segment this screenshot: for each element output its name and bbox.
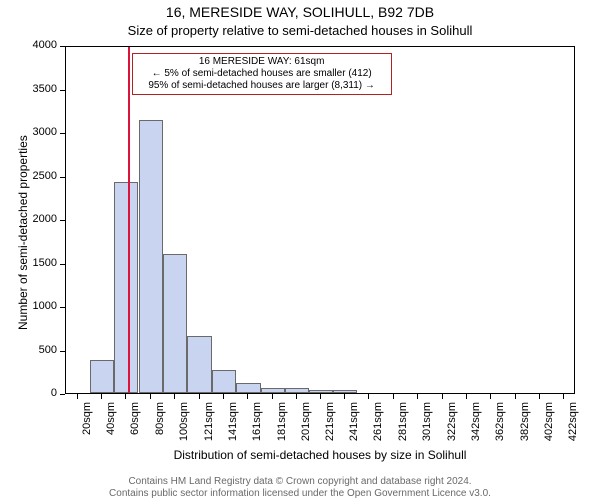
xtick-mark	[490, 394, 491, 399]
xtick-label: 322sqm	[446, 402, 458, 448]
xtick-mark	[393, 394, 394, 399]
xtick-mark	[515, 394, 516, 399]
xtick-mark	[320, 394, 321, 399]
ytick-mark	[60, 264, 65, 265]
title: Size of property relative to semi-detach…	[0, 23, 600, 39]
xtick-mark	[368, 394, 369, 399]
annotation-line: 95% of semi-detached houses are larger (…	[137, 80, 387, 92]
xtick-mark	[272, 394, 273, 399]
xtick-label: 80sqm	[154, 402, 166, 448]
histogram-bar	[90, 360, 114, 393]
plot-area: 16 MERESIDE WAY: 61sqm← 5% of semi-detac…	[65, 46, 575, 394]
xtick-label: 161sqm	[251, 402, 263, 448]
xtick-label: 20sqm	[81, 402, 93, 448]
ytick-label: 1000	[23, 300, 57, 312]
suptitle: 16, MERESIDE WAY, SOLIHULL, B92 7DB	[0, 4, 600, 21]
xtick-label: 181sqm	[276, 402, 288, 448]
x-axis-label: Distribution of semi-detached houses by …	[65, 448, 575, 462]
xtick-mark	[344, 394, 345, 399]
xtick-mark	[466, 394, 467, 399]
xtick-mark	[101, 394, 102, 399]
xtick-label: 362sqm	[494, 402, 506, 448]
xtick-mark	[442, 394, 443, 399]
xtick-label: 382sqm	[519, 402, 531, 448]
histogram-bar	[212, 370, 236, 393]
marker-line	[128, 47, 130, 393]
annotation-box: 16 MERESIDE WAY: 61sqm← 5% of semi-detac…	[132, 53, 392, 95]
xtick-mark	[296, 394, 297, 399]
ytick-mark	[60, 46, 65, 47]
ytick-mark	[60, 220, 65, 221]
histogram-bar	[114, 182, 138, 393]
xtick-mark	[199, 394, 200, 399]
xtick-label: 261sqm	[372, 402, 384, 448]
ytick-label: 4000	[23, 39, 57, 51]
xtick-mark	[563, 394, 564, 399]
annotation-line: ← 5% of semi-detached houses are smaller…	[137, 68, 387, 80]
xtick-label: 342sqm	[470, 402, 482, 448]
xtick-mark	[247, 394, 248, 399]
ytick-label: 3000	[23, 126, 57, 138]
footer: Contains HM Land Registry data © Crown c…	[0, 476, 600, 500]
xtick-mark	[77, 394, 78, 399]
ytick-label: 500	[23, 344, 57, 356]
xtick-label: 221sqm	[324, 402, 336, 448]
xtick-label: 40sqm	[105, 402, 117, 448]
xtick-mark	[125, 394, 126, 399]
ytick-mark	[60, 307, 65, 308]
xtick-label: 301sqm	[421, 402, 433, 448]
ytick-mark	[60, 351, 65, 352]
histogram-bar	[333, 390, 357, 393]
footer-line1: Contains HM Land Registry data © Crown c…	[0, 476, 600, 488]
ytick-label: 1500	[23, 257, 57, 269]
xtick-mark	[223, 394, 224, 399]
xtick-label: 60sqm	[129, 402, 141, 448]
histogram-bar	[139, 120, 163, 393]
annotation-line: 16 MERESIDE WAY: 61sqm	[137, 56, 387, 68]
xtick-mark	[417, 394, 418, 399]
xtick-mark	[539, 394, 540, 399]
ytick-label: 2000	[23, 213, 57, 225]
xtick-label: 281sqm	[397, 402, 409, 448]
chart-container: 16, MERESIDE WAY, SOLIHULL, B92 7DB Size…	[0, 4, 600, 500]
histogram-bar	[309, 390, 333, 393]
xtick-mark	[150, 394, 151, 399]
histogram-bar	[236, 383, 260, 393]
ytick-label: 3500	[23, 83, 57, 95]
ytick-mark	[60, 394, 65, 395]
xtick-mark	[174, 394, 175, 399]
xtick-label: 141sqm	[227, 402, 239, 448]
xtick-label: 100sqm	[178, 402, 190, 448]
xtick-label: 201sqm	[300, 402, 312, 448]
ytick-label: 2500	[23, 170, 57, 182]
ytick-mark	[60, 90, 65, 91]
histogram-bar	[187, 336, 212, 393]
histogram-bar	[261, 388, 285, 393]
histogram-bar	[285, 388, 309, 393]
xtick-label: 241sqm	[348, 402, 360, 448]
xtick-label: 121sqm	[203, 402, 215, 448]
ytick-label: 0	[23, 387, 57, 399]
footer-line2: Contains public sector information licen…	[0, 488, 600, 500]
ytick-mark	[60, 133, 65, 134]
histogram-bar	[163, 254, 187, 393]
xtick-label: 422sqm	[567, 402, 579, 448]
ytick-mark	[60, 177, 65, 178]
xtick-label: 402sqm	[543, 402, 555, 448]
